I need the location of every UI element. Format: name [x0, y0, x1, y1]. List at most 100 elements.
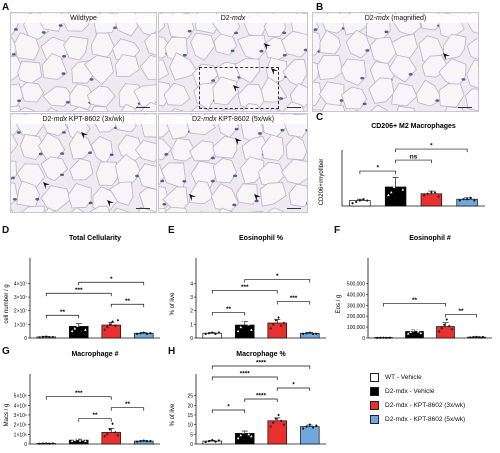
legend-item-d2mdx: D2-mdx - Vehicle [370, 384, 498, 398]
significance-bracket [359, 170, 396, 175]
significance-bracket [211, 409, 246, 413]
myofiber [138, 187, 156, 212]
chart-title: Total Cellularity [69, 235, 121, 242]
data-point-kpt3 [272, 322, 275, 326]
panel-letter-e: E [168, 225, 175, 236]
y-axis-label: CD206+/myofiber [319, 159, 325, 206]
data-point-d2 [247, 322, 251, 326]
nucleus [61, 54, 66, 58]
myofiber [11, 105, 22, 111]
y-tick-label: 3 [190, 295, 193, 301]
image-label-wildtype: Wildtype [11, 14, 156, 23]
significance-label: ** [92, 412, 98, 419]
y-tick-label: 400,000 [347, 292, 365, 298]
data-point-wt [214, 332, 217, 336]
data-point-kpt3 [272, 421, 275, 425]
nucleus [360, 76, 365, 80]
myofiber [84, 54, 114, 86]
significance-label: * [227, 403, 230, 410]
legend-swatch-d2mdx [370, 386, 379, 396]
myofiber [340, 58, 367, 86]
y-tick-label: 25 [187, 394, 193, 400]
nucleus [89, 78, 94, 81]
myofiber [313, 81, 322, 107]
nucleus [435, 99, 440, 102]
nucleus [61, 131, 66, 134]
data-point-kpt5 [469, 336, 472, 339]
nucleus [257, 132, 262, 135]
y-tick-label: 0 [24, 336, 27, 342]
myofiber [218, 207, 234, 212]
myofiber [159, 208, 168, 212]
panel-letter-d: D [2, 225, 10, 236]
data-point-d2 [236, 436, 240, 440]
data-point-d2 [73, 438, 77, 442]
nucleus [12, 197, 17, 201]
nucleus [210, 179, 215, 183]
myofiber [11, 160, 17, 181]
myofiber [137, 163, 156, 190]
data-point-wt [207, 332, 211, 335]
data-point-kpt5 [145, 439, 149, 443]
y-tick-label: 3×10⁶ [14, 413, 27, 419]
data-point-d2 [250, 328, 253, 331]
data-point-d2 [239, 433, 243, 437]
significance-bracket [110, 303, 145, 308]
bar-kpt3 [101, 432, 122, 445]
y-tick-label: 4×10⁶ [14, 403, 27, 409]
significance-label: **** [256, 359, 267, 366]
data-point-wt [45, 442, 48, 445]
y-tick-label: 1 [190, 322, 193, 328]
nucleus [259, 49, 264, 53]
y-tick-label: 3×10⁷ [14, 295, 27, 301]
data-point-kpt3 [114, 430, 117, 434]
data-point-d2 [244, 428, 248, 431]
significance-label: * [110, 276, 113, 283]
data-point-kpt5 [308, 423, 311, 426]
chart-total-cellularity: Total Cellularity cell number / g 0 1×10⁷ 2×… [4, 235, 160, 342]
histology-image-wildtype: Wildtype [10, 12, 157, 112]
myofiber [91, 105, 109, 111]
data-point-d2 [244, 316, 248, 319]
data-point-d2 [70, 439, 74, 443]
arrowhead-marker-5 [43, 182, 51, 190]
data-point-kpt3 [282, 423, 286, 427]
bar-d2 [68, 326, 89, 339]
legend-item-wt: WT - Vehicle [370, 370, 498, 384]
data-point-wt [382, 336, 385, 339]
myofiber [113, 207, 130, 212]
myofiber [190, 32, 216, 61]
significance-bracket [383, 303, 446, 307]
myofiber [139, 101, 156, 111]
data-point-wt [217, 439, 220, 442]
y-axis-label: Eos / g [336, 295, 342, 314]
nucleus [232, 203, 237, 207]
data-point-d2 [387, 193, 390, 197]
chart-title: Eosinophil # [409, 235, 451, 242]
legend-item-kpt5: D2-mdx - KPT-8602 (5x/wk) [370, 412, 498, 426]
data-point-d2 [406, 332, 410, 335]
nucleus [60, 152, 65, 155]
data-point-wt [355, 200, 358, 204]
data-point-kpt5 [305, 425, 308, 428]
y-tick-label: 20 [187, 403, 193, 409]
data-point-kpt5 [311, 426, 315, 429]
data-point-wt [358, 199, 361, 202]
myofiber [159, 137, 173, 161]
image-label-kpt3: D2-mdx KPT-8602 (3x/wk) [11, 115, 156, 124]
significance-bracket [110, 407, 145, 411]
data-point-kpt5 [302, 427, 305, 430]
myofiber [20, 81, 45, 103]
chart-title: Macrophage % [236, 351, 286, 358]
myofiber [313, 109, 322, 111]
histology-image-d2mdx: D2-mdx [158, 12, 308, 112]
arrowhead-marker-8 [189, 194, 197, 202]
data-point-wt [362, 198, 365, 201]
data-point-d2 [395, 177, 399, 180]
panel-letter-g: G [2, 346, 10, 357]
myofiber [370, 104, 389, 111]
nucleus [282, 31, 287, 35]
myofiber [240, 156, 265, 185]
significance-label: ** [60, 309, 66, 316]
